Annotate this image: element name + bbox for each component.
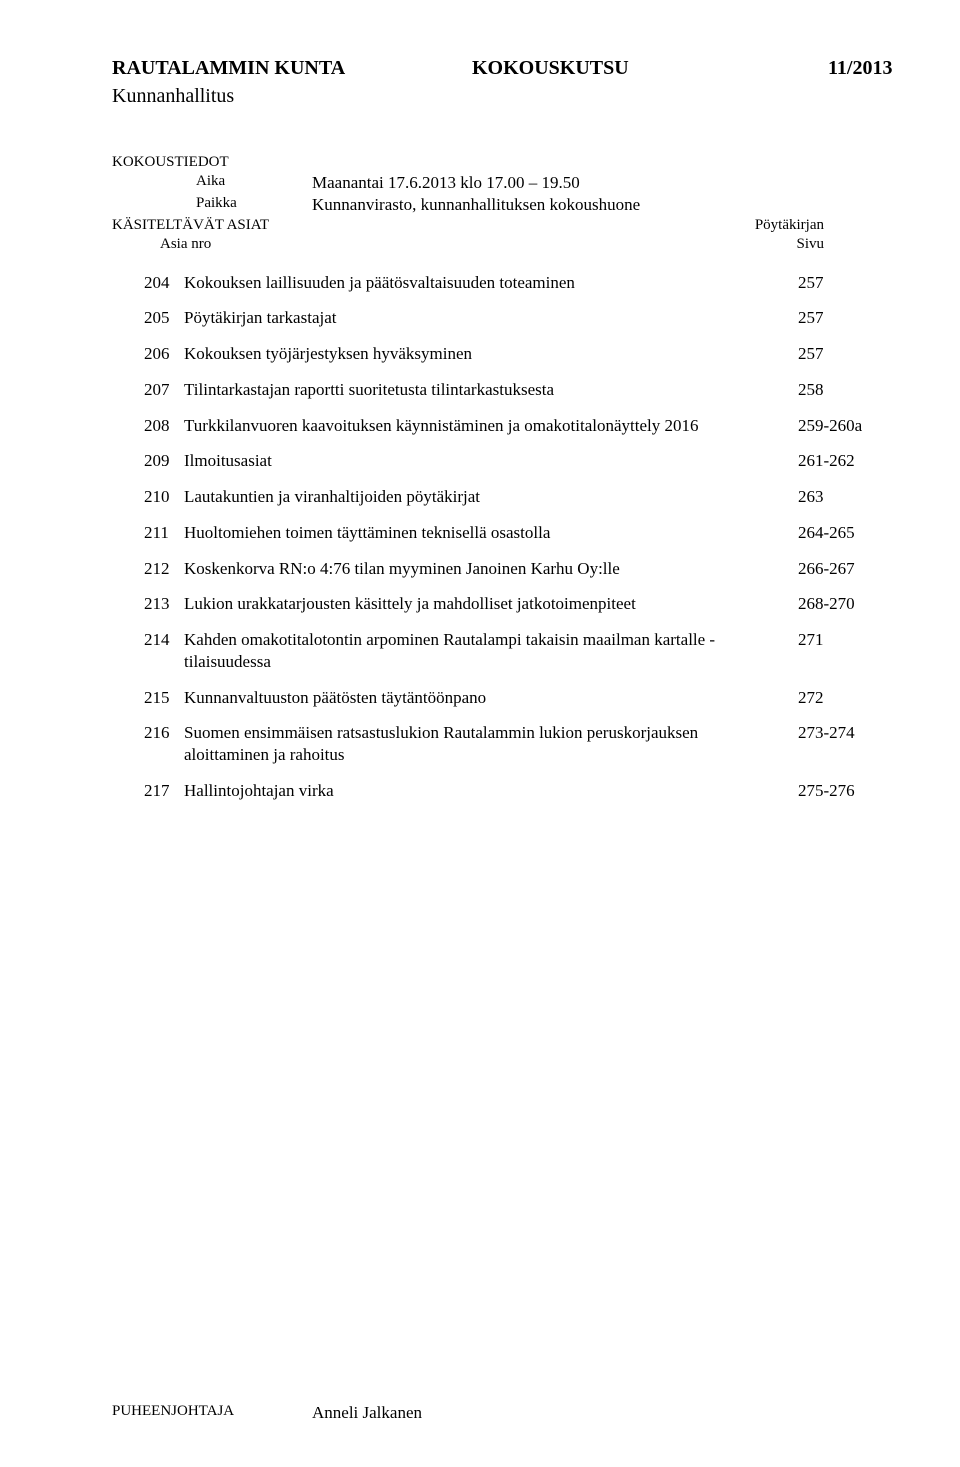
sub-org: Kunnanhallitus bbox=[112, 85, 888, 108]
agenda-text: Lautakuntien ja viranhaltijoiden pöytäki… bbox=[184, 486, 788, 508]
agenda-text: Ilmoitusasiat bbox=[184, 450, 788, 472]
agenda-row: 213 Lukion urakkatarjousten käsittely ja… bbox=[112, 593, 888, 615]
kasiteltavat-label: KÄSITELTÄVÄT ASIAT bbox=[112, 217, 312, 234]
footer-name: Anneli Jalkanen bbox=[312, 1403, 422, 1423]
agenda-text: Tilintarkastajan raportti suoritetusta t… bbox=[184, 379, 788, 401]
agenda-num: 207 bbox=[112, 379, 174, 401]
agenda-row: 215 Kunnanvaltuuston päätösten täytäntöö… bbox=[112, 687, 888, 709]
agenda-page: 261-262 bbox=[798, 450, 888, 472]
agenda-page: 272 bbox=[798, 687, 888, 709]
aika-label: Aika bbox=[112, 173, 312, 193]
sivu-header-row: Sivu bbox=[312, 236, 888, 253]
agenda-row: 206 Kokouksen työjärjestyksen hyväksymin… bbox=[112, 343, 888, 365]
agenda-text: Kahden omakotitalotontin arpominen Rauta… bbox=[184, 629, 788, 673]
agenda-page: 273-274 bbox=[798, 722, 888, 744]
poytakirja-header-row: Pöytäkirjan bbox=[312, 217, 888, 234]
footer: PUHEENJOHTAJA Anneli Jalkanen bbox=[112, 1403, 888, 1423]
agenda-page: 257 bbox=[798, 343, 888, 365]
asia-nro-label: Asia nro bbox=[112, 236, 312, 253]
agenda-text: Suomen ensimmäisen ratsastuslukion Rauta… bbox=[184, 722, 788, 766]
agenda-num: 215 bbox=[112, 687, 174, 709]
agenda-num: 211 bbox=[112, 522, 174, 544]
agenda-num: 217 bbox=[112, 780, 174, 802]
agenda-page: 275-276 bbox=[798, 780, 888, 802]
agenda-row: 209 Ilmoitusasiat 261-262 bbox=[112, 450, 888, 472]
agenda-row: 214 Kahden omakotitalotontin arpominen R… bbox=[112, 629, 888, 673]
agenda-page: 264-265 bbox=[798, 522, 888, 544]
agenda-row: 216 Suomen ensimmäisen ratsastuslukion R… bbox=[112, 722, 888, 766]
doc-number: 11/2013 bbox=[732, 56, 892, 81]
agenda-row: 208 Turkkilanvuoren kaavoituksen käynnis… bbox=[112, 415, 888, 437]
agenda-page: 271 bbox=[798, 629, 888, 651]
agenda-row: 217 Hallintojohtajan virka 275-276 bbox=[112, 780, 888, 802]
agenda-num: 209 bbox=[112, 450, 174, 472]
agenda-page: 268-270 bbox=[798, 593, 888, 615]
agenda-row: 205 Pöytäkirjan tarkastajat 257 bbox=[112, 307, 888, 329]
agenda-row: 211 Huoltomiehen toimen täyttäminen tekn… bbox=[112, 522, 888, 544]
paikka-label: Paikka bbox=[112, 195, 312, 215]
agenda-page: 266-267 bbox=[798, 558, 888, 580]
agenda-num: 216 bbox=[112, 722, 174, 744]
agenda-text: Lukion urakkatarjousten käsittely ja mah… bbox=[184, 593, 788, 615]
agenda-page: 259-260a bbox=[798, 415, 888, 437]
agenda-row: 204 Kokouksen laillisuuden ja päätösvalt… bbox=[112, 272, 888, 294]
agenda-text: Huoltomiehen toimen täyttäminen teknisel… bbox=[184, 522, 788, 544]
agenda-num: 210 bbox=[112, 486, 174, 508]
agenda-text: Kunnanvaltuuston päätösten täytäntöönpan… bbox=[184, 687, 788, 709]
empty-cell bbox=[312, 154, 888, 171]
agenda-num: 206 bbox=[112, 343, 174, 365]
poytakirja-label-1: Pöytäkirjan bbox=[755, 217, 888, 234]
paikka-value: Kunnanvirasto, kunnanhallituksen kokoush… bbox=[312, 195, 888, 215]
agenda-text: Koskenkorva RN:o 4:76 tilan myyminen Jan… bbox=[184, 558, 788, 580]
doc-type: KOKOUSKUTSU bbox=[472, 56, 732, 81]
agenda-row: 207 Tilintarkastajan raportti suoritetus… bbox=[112, 379, 888, 401]
agenda-page: 258 bbox=[798, 379, 888, 401]
poytakirja-label-2: Sivu bbox=[796, 236, 888, 253]
org-title: RAUTALAMMIN KUNTA bbox=[112, 56, 472, 81]
agenda-text: Kokouksen laillisuuden ja päätösvaltaisu… bbox=[184, 272, 788, 294]
agenda-list: 204 Kokouksen laillisuuden ja päätösvalt… bbox=[112, 272, 888, 802]
agenda-text: Turkkilanvuoren kaavoituksen käynnistämi… bbox=[184, 415, 788, 437]
agenda-page: 263 bbox=[798, 486, 888, 508]
agenda-page: 257 bbox=[798, 307, 888, 329]
agenda-text: Hallintojohtajan virka bbox=[184, 780, 788, 802]
agenda-page: 257 bbox=[798, 272, 888, 294]
agenda-row: 212 Koskenkorva RN:o 4:76 tilan myyminen… bbox=[112, 558, 888, 580]
agenda-num: 205 bbox=[112, 307, 174, 329]
meta-block: KOKOUSTIEDOT Aika Maanantai 17.6.2013 kl… bbox=[112, 154, 888, 254]
agenda-row: 210 Lautakuntien ja viranhaltijoiden pöy… bbox=[112, 486, 888, 508]
agenda-num: 208 bbox=[112, 415, 174, 437]
agenda-num: 213 bbox=[112, 593, 174, 615]
agenda-num: 212 bbox=[112, 558, 174, 580]
top-header-row: RAUTALAMMIN KUNTA KOKOUSKUTSU 11/2013 bbox=[112, 56, 888, 81]
agenda-text: Pöytäkirjan tarkastajat bbox=[184, 307, 788, 329]
aika-value: Maanantai 17.6.2013 klo 17.00 – 19.50 bbox=[312, 173, 888, 193]
kokoustiedot-label: KOKOUSTIEDOT bbox=[112, 154, 312, 171]
agenda-text: Kokouksen työjärjestyksen hyväksyminen bbox=[184, 343, 788, 365]
footer-label: PUHEENJOHTAJA bbox=[112, 1403, 312, 1423]
agenda-num: 204 bbox=[112, 272, 174, 294]
agenda-num: 214 bbox=[112, 629, 174, 651]
page: RAUTALAMMIN KUNTA KOKOUSKUTSU 11/2013 Ku… bbox=[0, 0, 960, 1467]
